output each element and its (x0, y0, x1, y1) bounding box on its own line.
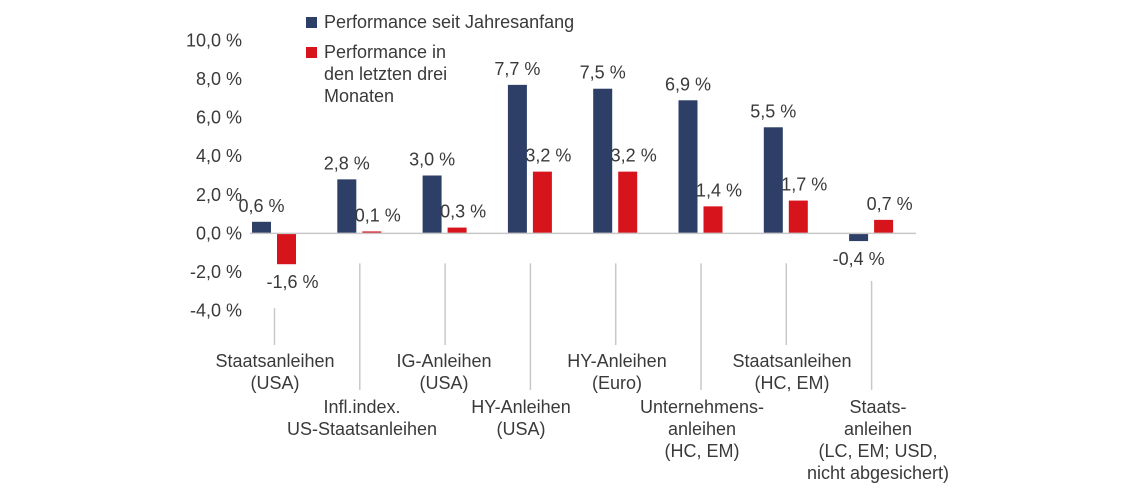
data-label: 6,9 % (665, 74, 711, 94)
data-label: 5,5 % (750, 101, 796, 121)
data-label: 7,5 % (580, 63, 626, 83)
category-label: Staatsanleihen (215, 351, 334, 371)
data-label: 0,6 % (238, 196, 284, 216)
bar (703, 206, 723, 234)
category-connectors (273, 263, 873, 390)
category-label: nicht abgesichert) (807, 463, 949, 483)
legend-swatch (306, 17, 317, 28)
legend: Performance seit Jahresanfang Performance… (306, 12, 574, 106)
bar (678, 100, 698, 234)
category-label: Staats- (849, 397, 906, 417)
legend-swatch (306, 47, 317, 58)
data-label: 2,8 % (324, 153, 370, 173)
data-label: 1,7 % (781, 175, 827, 195)
data-label: 0,1 % (355, 205, 401, 225)
bar (593, 88, 613, 234)
y-tick-label: 8,0 % (196, 69, 242, 89)
category-label: anleihen (668, 419, 736, 439)
bar (447, 227, 467, 234)
category-label: anleihen (844, 419, 912, 439)
y-tick-label: 4,0 % (196, 146, 242, 166)
data-label: 1,4 % (696, 180, 742, 200)
legend-label: Monaten (324, 86, 394, 106)
category-label: (HC, EM) (665, 441, 740, 461)
bar (788, 200, 808, 234)
bar (422, 175, 442, 234)
y-tick-label: 2,0 % (196, 185, 242, 205)
bar (618, 171, 638, 234)
bar (849, 233, 869, 242)
category-label: HY-Anleihen (471, 397, 570, 417)
category-label: (USA) (497, 419, 546, 439)
category-label: (Euro) (592, 373, 642, 393)
y-tick-label: 6,0 % (196, 108, 242, 128)
y-axis: 10,0 % 8,0 % 6,0 % 4,0 % 2,0 % 0,0 % -2,0 % -4,… (186, 31, 242, 321)
data-label: 3,2 % (525, 146, 571, 166)
data-label: 0,3 % (440, 202, 486, 222)
category-label: Staatsanleihen (732, 351, 851, 371)
category-label: US-Staatsanleihen (287, 419, 437, 439)
bar (277, 233, 296, 265)
legend-label: Performance in (324, 42, 446, 62)
data-labels: 0,6 % 2,8 % 3,0 % 7,7 % 7,5 % 6,9 % 5,5 % -0,4 … (238, 59, 912, 292)
category-label: HY-Anleihen (567, 351, 666, 371)
y-tick-label: -4,0 % (190, 301, 242, 321)
bar (362, 231, 382, 234)
y-tick-label: 10,0 % (186, 31, 242, 51)
category-label: Unternehmens- (640, 397, 764, 417)
data-label: 0,7 % (867, 194, 913, 214)
category-labels: Staatsanleihen(USA)Infl.index.US-Staatsa… (215, 351, 949, 483)
bar (507, 84, 527, 234)
data-label: 7,7 % (494, 59, 540, 79)
legend-label: Performance seit Jahresanfang (324, 12, 574, 32)
bars (252, 84, 894, 265)
bar (252, 221, 271, 234)
category-label: IG-Anleihen (396, 351, 491, 371)
data-label: -1,6 % (266, 272, 318, 292)
bar (532, 171, 552, 234)
category-label: (HC, EM) (755, 373, 830, 393)
category-label: Infl.index. (323, 397, 400, 417)
bar (874, 219, 894, 234)
category-label: (USA) (251, 373, 300, 393)
data-label: 3,0 % (409, 150, 455, 170)
y-tick-label: -2,0 % (190, 262, 242, 282)
data-label: 3,2 % (611, 146, 657, 166)
y-tick-label: 0,0 % (196, 223, 242, 243)
data-label: -0,4 % (833, 249, 885, 269)
legend-label: den letzten drei (324, 64, 447, 84)
category-label: (USA) (420, 373, 469, 393)
bar (763, 127, 783, 234)
bar (337, 179, 357, 234)
category-label: (LC, EM; USD, (818, 441, 937, 461)
